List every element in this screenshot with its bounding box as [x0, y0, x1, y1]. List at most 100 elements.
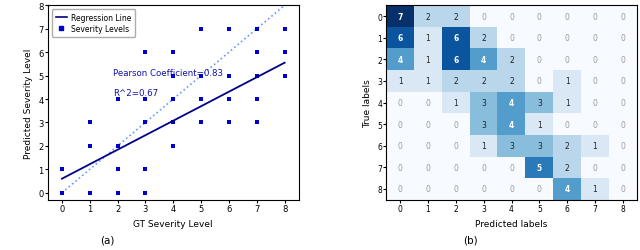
X-axis label: GT Severity Level: GT Severity Level [134, 219, 213, 228]
Text: 6: 6 [453, 56, 458, 64]
Text: 2: 2 [509, 77, 514, 86]
Point [280, 51, 290, 55]
Text: 1: 1 [454, 99, 458, 108]
Text: 1: 1 [481, 142, 486, 151]
Text: 2: 2 [565, 142, 570, 151]
Text: 0: 0 [509, 12, 514, 22]
Text: 2: 2 [481, 34, 486, 43]
Point [140, 168, 150, 172]
Text: 0: 0 [426, 163, 431, 172]
Text: 0: 0 [481, 163, 486, 172]
Text: 2: 2 [454, 12, 458, 22]
Text: 0: 0 [593, 99, 598, 108]
Text: 0: 0 [537, 34, 542, 43]
Point [113, 98, 123, 102]
Point [57, 191, 67, 195]
Text: 0: 0 [620, 77, 625, 86]
Text: 0: 0 [593, 56, 598, 64]
Text: 4: 4 [481, 56, 486, 64]
Text: 3: 3 [537, 99, 542, 108]
X-axis label: Predicted labels: Predicted labels [476, 219, 548, 228]
Text: 0: 0 [593, 163, 598, 172]
Text: 0: 0 [426, 142, 431, 151]
Point [224, 121, 234, 125]
Text: 0: 0 [426, 185, 431, 194]
Text: 0: 0 [564, 12, 570, 22]
Text: 6: 6 [453, 34, 458, 43]
Text: 1: 1 [426, 77, 430, 86]
Text: 0: 0 [620, 12, 625, 22]
Text: 7: 7 [397, 12, 403, 22]
Point [168, 144, 179, 148]
Text: 0: 0 [509, 185, 514, 194]
Point [140, 51, 150, 55]
Point [224, 28, 234, 32]
Point [252, 98, 262, 102]
Text: 0: 0 [593, 34, 598, 43]
Point [196, 121, 206, 125]
Text: 0: 0 [564, 34, 570, 43]
Text: 0: 0 [564, 120, 570, 129]
Text: 1: 1 [565, 77, 570, 86]
Text: 0: 0 [593, 12, 598, 22]
Text: 4: 4 [397, 56, 403, 64]
Text: 4: 4 [564, 185, 570, 194]
Text: 0: 0 [509, 163, 514, 172]
Text: 2: 2 [426, 12, 430, 22]
Text: 0: 0 [426, 120, 431, 129]
Text: 3: 3 [481, 99, 486, 108]
Text: 3: 3 [481, 120, 486, 129]
Point [252, 74, 262, 78]
Text: 0: 0 [397, 185, 403, 194]
Text: 0: 0 [509, 34, 514, 43]
Point [280, 74, 290, 78]
Text: 2: 2 [481, 77, 486, 86]
Point [280, 28, 290, 32]
Text: R^2=0.67: R^2=0.67 [113, 88, 158, 97]
Text: 0: 0 [397, 163, 403, 172]
Text: 3: 3 [509, 142, 514, 151]
Point [224, 74, 234, 78]
Point [196, 74, 206, 78]
Text: 0: 0 [453, 142, 458, 151]
Text: 0: 0 [620, 56, 625, 64]
Text: 0: 0 [453, 120, 458, 129]
Point [196, 98, 206, 102]
Text: 0: 0 [426, 99, 431, 108]
Text: (a): (a) [100, 234, 115, 244]
Text: 2: 2 [509, 56, 514, 64]
Point [252, 51, 262, 55]
Text: 0: 0 [481, 12, 486, 22]
Text: 0: 0 [481, 185, 486, 194]
Point [140, 121, 150, 125]
Point [113, 144, 123, 148]
Y-axis label: True labels: True labels [363, 79, 372, 128]
Point [84, 144, 95, 148]
Point [140, 98, 150, 102]
Text: 6: 6 [397, 34, 403, 43]
Point [252, 28, 262, 32]
Text: (b): (b) [463, 234, 477, 244]
Text: 1: 1 [426, 56, 430, 64]
Text: 0: 0 [537, 12, 542, 22]
Point [84, 121, 95, 125]
Text: 0: 0 [620, 142, 625, 151]
Text: 0: 0 [453, 163, 458, 172]
Text: 2: 2 [565, 163, 570, 172]
Text: 0: 0 [620, 34, 625, 43]
Text: 0: 0 [564, 56, 570, 64]
Point [252, 121, 262, 125]
Text: 1: 1 [537, 120, 541, 129]
Text: Pearson Coefficient=0.83: Pearson Coefficient=0.83 [113, 69, 223, 78]
Y-axis label: Predicted Severity Level: Predicted Severity Level [24, 48, 33, 158]
Text: 2: 2 [454, 77, 458, 86]
Text: 1: 1 [426, 34, 430, 43]
Text: 0: 0 [397, 120, 403, 129]
Text: 0: 0 [537, 185, 542, 194]
Text: 0: 0 [620, 99, 625, 108]
Text: 0: 0 [453, 185, 458, 194]
Text: 0: 0 [620, 120, 625, 129]
Text: 0: 0 [593, 77, 598, 86]
Text: 1: 1 [593, 142, 597, 151]
Legend: Regression Line, Severity Levels: Regression Line, Severity Levels [52, 10, 135, 38]
